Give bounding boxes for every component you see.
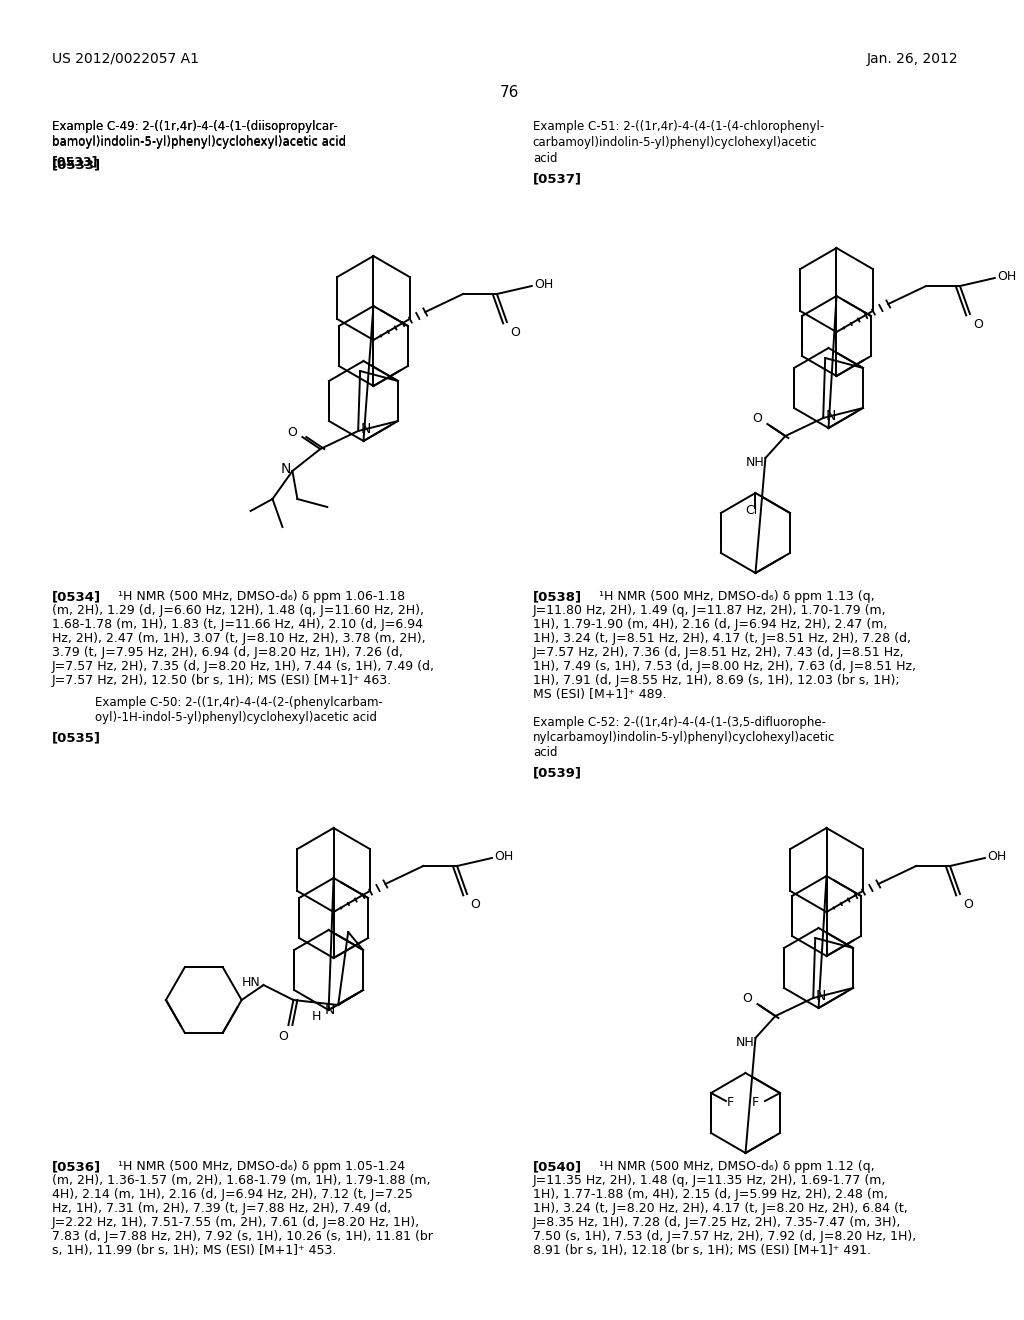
Text: O: O xyxy=(742,993,753,1006)
Text: ¹H NMR (500 MHz, DMSO-d₆) δ ppm 1.13 (q,: ¹H NMR (500 MHz, DMSO-d₆) δ ppm 1.13 (q, xyxy=(591,590,874,603)
Text: [0538]: [0538] xyxy=(532,590,582,603)
Text: O: O xyxy=(470,898,480,911)
Text: O: O xyxy=(288,425,297,438)
Text: acid: acid xyxy=(532,746,557,759)
Text: oyl)-1H-indol-5-yl)phenyl)cyclohexyl)acetic acid: oyl)-1H-indol-5-yl)phenyl)cyclohexyl)ace… xyxy=(94,711,377,723)
Text: 3.79 (t, J=7.95 Hz, 2H), 6.94 (d, J=8.20 Hz, 1H), 7.26 (d,: 3.79 (t, J=7.95 Hz, 2H), 6.94 (d, J=8.20… xyxy=(52,645,402,659)
Text: 7.83 (d, J=7.88 Hz, 2H), 7.92 (s, 1H), 10.26 (s, 1H), 11.81 (br: 7.83 (d, J=7.88 Hz, 2H), 7.92 (s, 1H), 1… xyxy=(52,1230,433,1243)
Text: nylcarbamoyl)indolin-5-yl)phenyl)cyclohexyl)acetic: nylcarbamoyl)indolin-5-yl)phenyl)cyclohe… xyxy=(532,731,836,744)
Text: acid: acid xyxy=(532,152,557,165)
Text: N: N xyxy=(815,989,825,1003)
Text: Cl: Cl xyxy=(745,504,758,517)
Text: Example C-52: 2-((1r,4r)-4-(4-(1-(3,5-difluorophe-: Example C-52: 2-((1r,4r)-4-(4-(1-(3,5-di… xyxy=(532,715,825,729)
Text: ¹H NMR (500 MHz, DMSO-d₆) δ ppm 1.12 (q,: ¹H NMR (500 MHz, DMSO-d₆) δ ppm 1.12 (q, xyxy=(591,1160,874,1173)
Text: bamoyl)indolin-5-yl)phenyl)cyclohexyl)acetic acid: bamoyl)indolin-5-yl)phenyl)cyclohexyl)ac… xyxy=(52,136,346,149)
Text: [0537]: [0537] xyxy=(532,172,582,185)
Text: Jan. 26, 2012: Jan. 26, 2012 xyxy=(866,51,958,66)
Text: J=7.57 Hz, 2H), 12.50 (br s, 1H); MS (ESI) [M+1]⁺ 463.: J=7.57 Hz, 2H), 12.50 (br s, 1H); MS (ES… xyxy=(52,675,392,686)
Text: [0533]: [0533] xyxy=(52,158,101,172)
Text: O: O xyxy=(753,412,762,425)
Text: 1H), 3.24 (t, J=8.51 Hz, 2H), 4.17 (t, J=8.51 Hz, 2H), 7.28 (d,: 1H), 3.24 (t, J=8.51 Hz, 2H), 4.17 (t, J… xyxy=(532,632,910,645)
Text: bamoyl)indolin-5-yl)phenyl)cyclohexyl)acetic acid: bamoyl)indolin-5-yl)phenyl)cyclohexyl)ac… xyxy=(52,135,346,148)
Text: 1H), 7.49 (s, 1H), 7.53 (d, J=8.00 Hz, 2H), 7.63 (d, J=8.51 Hz,: 1H), 7.49 (s, 1H), 7.53 (d, J=8.00 Hz, 2… xyxy=(532,660,915,673)
Text: N: N xyxy=(281,462,291,477)
Text: Example C-49: 2-((1r,4r)-4-(4-(1-(diisopropylcar-: Example C-49: 2-((1r,4r)-4-(4-(1-(diisop… xyxy=(52,120,338,133)
Text: 1H), 7.91 (d, J=8.55 Hz, 1H), 8.69 (s, 1H), 12.03 (br s, 1H);: 1H), 7.91 (d, J=8.55 Hz, 1H), 8.69 (s, 1… xyxy=(532,675,899,686)
Text: OH: OH xyxy=(987,850,1007,862)
Text: F: F xyxy=(753,1097,759,1110)
Text: 8.91 (br s, 1H), 12.18 (br s, 1H); MS (ESI) [M+1]⁺ 491.: 8.91 (br s, 1H), 12.18 (br s, 1H); MS (E… xyxy=(532,1243,870,1257)
Text: (m, 2H), 1.36-1.57 (m, 2H), 1.68-1.79 (m, 1H), 1.79-1.88 (m,: (m, 2H), 1.36-1.57 (m, 2H), 1.68-1.79 (m… xyxy=(52,1173,430,1187)
Text: [0540]: [0540] xyxy=(532,1160,582,1173)
Text: 1H), 1.79-1.90 (m, 4H), 2.16 (d, J=6.94 Hz, 2H), 2.47 (m,: 1H), 1.79-1.90 (m, 4H), 2.16 (d, J=6.94 … xyxy=(532,618,887,631)
Text: ¹H NMR (500 MHz, DMSO-d₆) δ ppm 1.05-1.24: ¹H NMR (500 MHz, DMSO-d₆) δ ppm 1.05-1.2… xyxy=(110,1160,404,1173)
Text: s, 1H), 11.99 (br s, 1H); MS (ESI) [M+1]⁺ 453.: s, 1H), 11.99 (br s, 1H); MS (ESI) [M+1]… xyxy=(52,1243,336,1257)
Text: J=11.80 Hz, 2H), 1.49 (q, J=11.87 Hz, 2H), 1.70-1.79 (m,: J=11.80 Hz, 2H), 1.49 (q, J=11.87 Hz, 2H… xyxy=(532,605,887,616)
Text: (m, 2H), 1.29 (d, J=6.60 Hz, 12H), 1.48 (q, J=11.60 Hz, 2H),: (m, 2H), 1.29 (d, J=6.60 Hz, 12H), 1.48 … xyxy=(52,605,424,616)
Text: O: O xyxy=(973,318,983,330)
Text: [0536]: [0536] xyxy=(52,1160,101,1173)
Text: 76: 76 xyxy=(500,84,519,100)
Text: J=2.22 Hz, 1H), 7.51-7.55 (m, 2H), 7.61 (d, J=8.20 Hz, 1H),: J=2.22 Hz, 1H), 7.51-7.55 (m, 2H), 7.61 … xyxy=(52,1216,420,1229)
Text: NH: NH xyxy=(745,457,764,470)
Text: N: N xyxy=(360,422,371,436)
Text: Example C-51: 2-((1r,4r)-4-(4-(1-(4-chlorophenyl-: Example C-51: 2-((1r,4r)-4-(4-(1-(4-chlo… xyxy=(532,120,824,133)
Text: O: O xyxy=(510,326,520,338)
Text: F: F xyxy=(727,1097,734,1110)
Text: [0533]: [0533] xyxy=(52,154,98,168)
Text: H: H xyxy=(311,1011,321,1023)
Text: carbamoyl)indolin-5-yl)phenyl)cyclohexyl)acetic: carbamoyl)indolin-5-yl)phenyl)cyclohexyl… xyxy=(532,136,817,149)
Text: NH: NH xyxy=(735,1036,755,1049)
Text: Hz, 2H), 2.47 (m, 1H), 3.07 (t, J=8.10 Hz, 2H), 3.78 (m, 2H),: Hz, 2H), 2.47 (m, 1H), 3.07 (t, J=8.10 H… xyxy=(52,632,425,645)
Text: 4H), 2.14 (m, 1H), 2.16 (d, J=6.94 Hz, 2H), 7.12 (t, J=7.25: 4H), 2.14 (m, 1H), 2.16 (d, J=6.94 Hz, 2… xyxy=(52,1188,413,1201)
Text: OH: OH xyxy=(494,850,513,862)
Text: [0535]: [0535] xyxy=(52,731,100,744)
Text: 1H), 3.24 (t, J=8.20 Hz, 2H), 4.17 (t, J=8.20 Hz, 2H), 6.84 (t,: 1H), 3.24 (t, J=8.20 Hz, 2H), 4.17 (t, J… xyxy=(532,1203,907,1214)
Text: Example C-50: 2-((1r,4r)-4-(4-(2-(phenylcarbam-: Example C-50: 2-((1r,4r)-4-(4-(2-(phenyl… xyxy=(94,696,383,709)
Text: [0539]: [0539] xyxy=(532,766,582,779)
Text: US 2012/0022057 A1: US 2012/0022057 A1 xyxy=(52,51,199,66)
Text: 7.50 (s, 1H), 7.53 (d, J=7.57 Hz, 2H), 7.92 (d, J=8.20 Hz, 1H),: 7.50 (s, 1H), 7.53 (d, J=7.57 Hz, 2H), 7… xyxy=(532,1230,916,1243)
Text: J=7.57 Hz, 2H), 7.36 (d, J=8.51 Hz, 2H), 7.43 (d, J=8.51 Hz,: J=7.57 Hz, 2H), 7.36 (d, J=8.51 Hz, 2H),… xyxy=(532,645,904,659)
Text: OH: OH xyxy=(996,269,1016,282)
Text: MS (ESI) [M+1]⁺ 489.: MS (ESI) [M+1]⁺ 489. xyxy=(532,688,667,701)
Text: OH: OH xyxy=(534,277,553,290)
Text: J=11.35 Hz, 2H), 1.48 (q, J=11.35 Hz, 2H), 1.69-1.77 (m,: J=11.35 Hz, 2H), 1.48 (q, J=11.35 Hz, 2H… xyxy=(532,1173,886,1187)
Text: J=7.57 Hz, 2H), 7.35 (d, J=8.20 Hz, 1H), 7.44 (s, 1H), 7.49 (d,: J=7.57 Hz, 2H), 7.35 (d, J=8.20 Hz, 1H),… xyxy=(52,660,435,673)
Text: ¹H NMR (500 MHz, DMSO-d₆) δ ppm 1.06-1.18: ¹H NMR (500 MHz, DMSO-d₆) δ ppm 1.06-1.1… xyxy=(110,590,404,603)
Text: O: O xyxy=(279,1031,289,1044)
Text: O: O xyxy=(963,898,973,911)
Text: HN: HN xyxy=(242,975,260,989)
Text: N: N xyxy=(825,409,836,422)
Text: 1H), 1.77-1.88 (m, 4H), 2.15 (d, J=5.99 Hz, 2H), 2.48 (m,: 1H), 1.77-1.88 (m, 4H), 2.15 (d, J=5.99 … xyxy=(532,1188,888,1201)
Text: N: N xyxy=(325,1003,335,1016)
Text: 1.68-1.78 (m, 1H), 1.83 (t, J=11.66 Hz, 4H), 2.10 (d, J=6.94: 1.68-1.78 (m, 1H), 1.83 (t, J=11.66 Hz, … xyxy=(52,618,423,631)
Text: [0534]: [0534] xyxy=(52,590,101,603)
Text: J=8.35 Hz, 1H), 7.28 (d, J=7.25 Hz, 2H), 7.35-7.47 (m, 3H),: J=8.35 Hz, 1H), 7.28 (d, J=7.25 Hz, 2H),… xyxy=(532,1216,901,1229)
Text: Hz, 1H), 7.31 (m, 2H), 7.39 (t, J=7.88 Hz, 2H), 7.49 (d,: Hz, 1H), 7.31 (m, 2H), 7.39 (t, J=7.88 H… xyxy=(52,1203,391,1214)
Text: Example C-49: 2-((1r,4r)-4-(4-(1-(diisopropylcar-: Example C-49: 2-((1r,4r)-4-(4-(1-(diisop… xyxy=(52,120,338,133)
